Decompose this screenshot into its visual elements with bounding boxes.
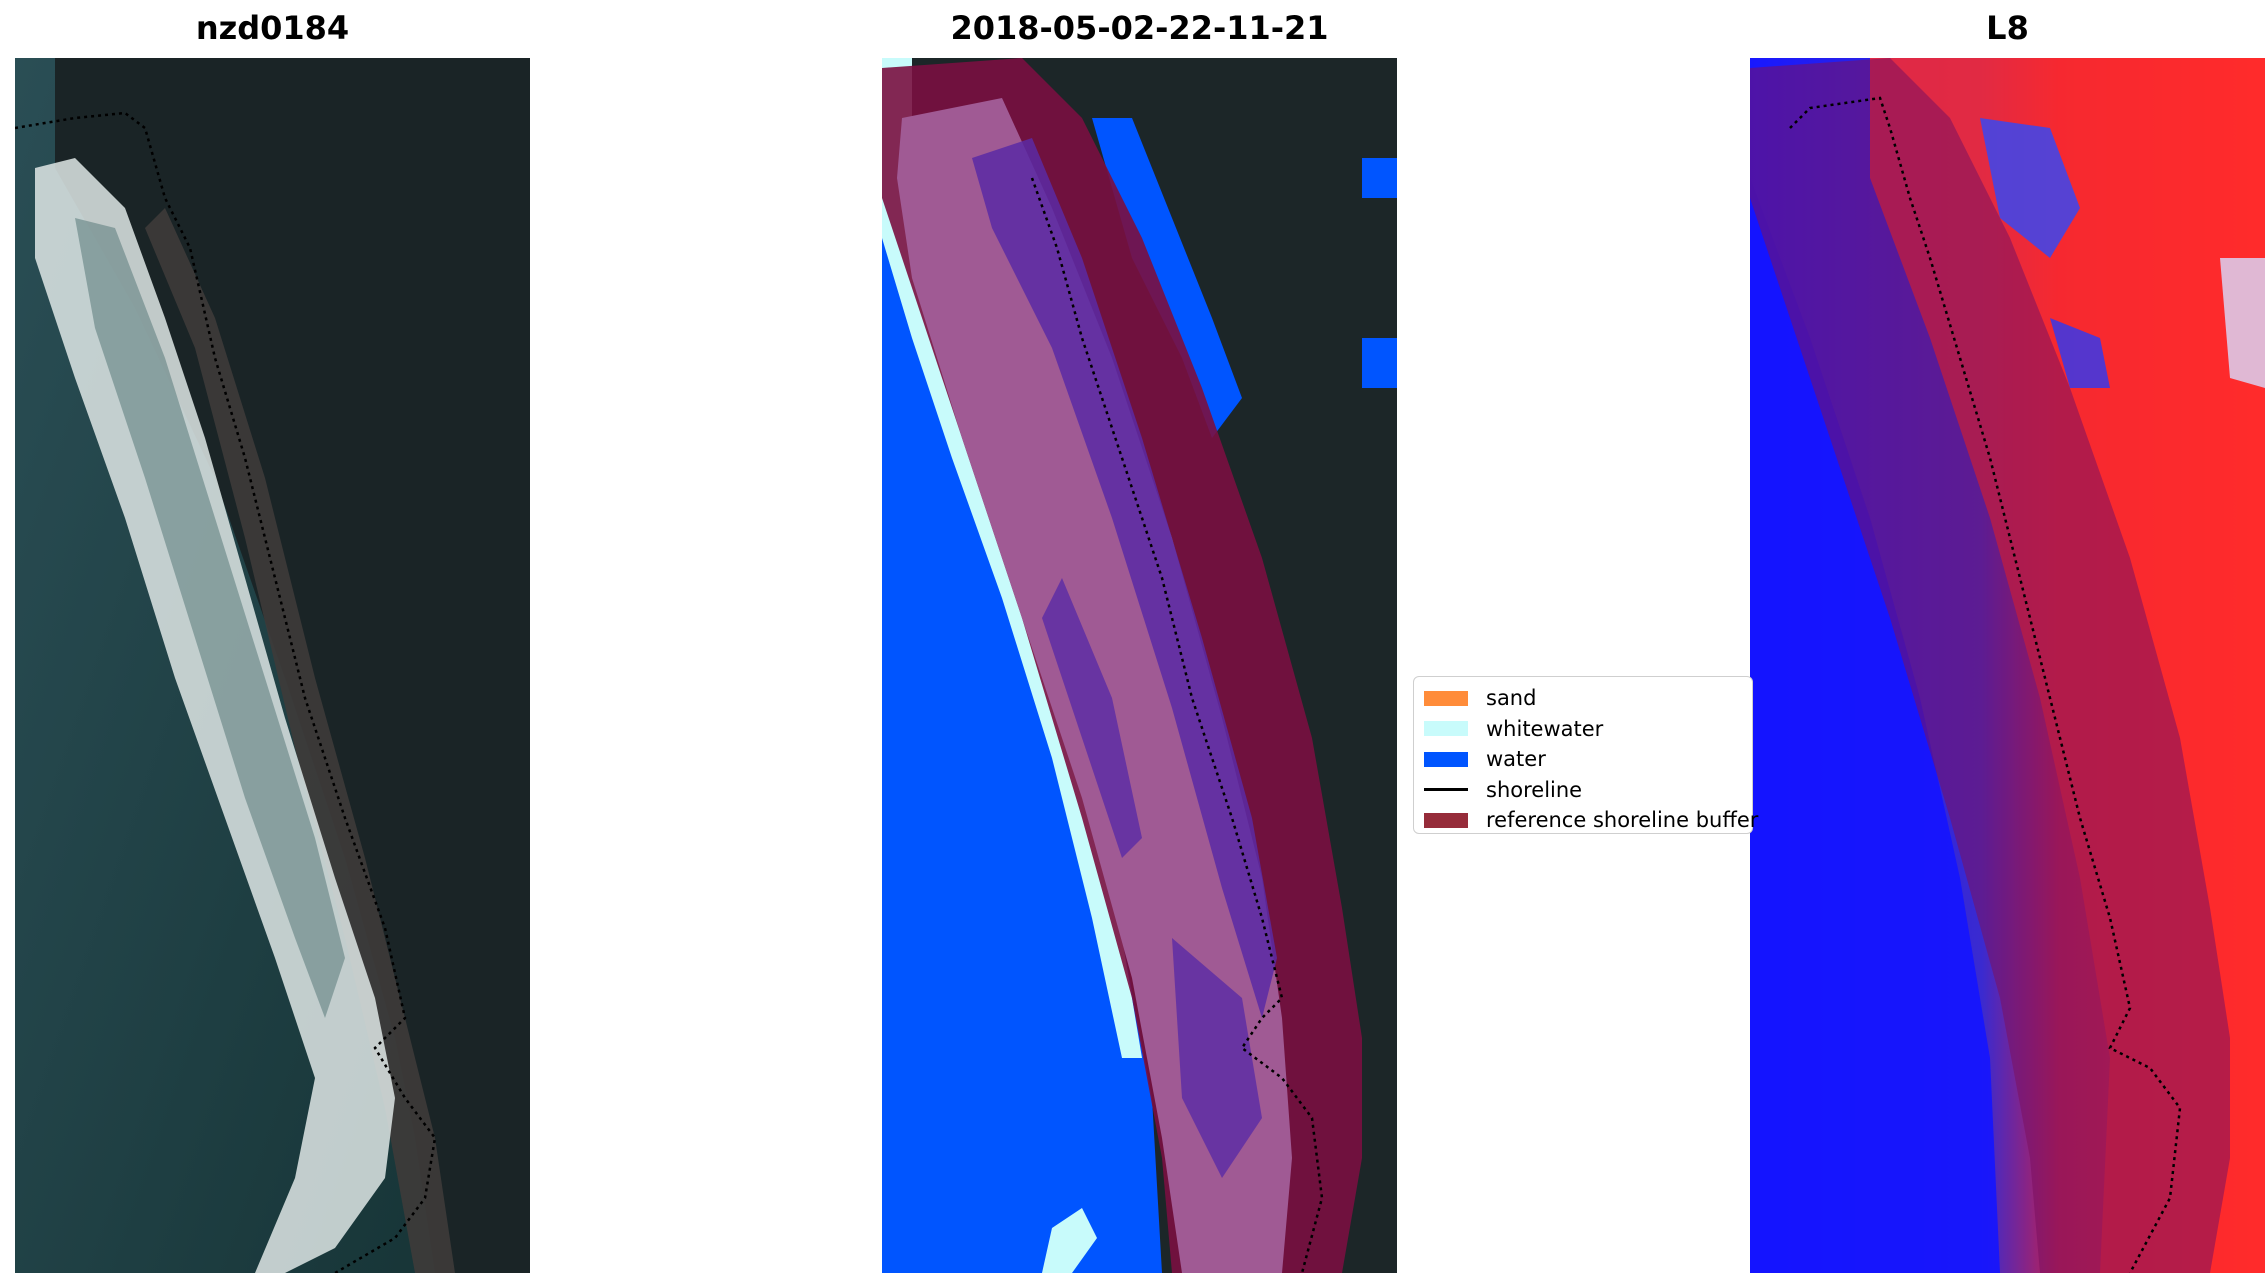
panel-title-classified: 2018-05-02-22-11-21 [950, 9, 1329, 47]
legend-label-reference-buffer: reference shoreline buffer [1486, 808, 1759, 833]
water-swatch [1424, 751, 1468, 767]
legend-item-water: water [1414, 744, 1752, 775]
legend-label-whitewater: whitewater [1486, 716, 1604, 741]
classified-image [882, 58, 1397, 1273]
panel-title-rgb: nzd0184 [195, 9, 350, 47]
shoreline-line-swatch [1424, 788, 1468, 792]
mndwi-image [1750, 58, 2265, 1273]
legend-item-sand: sand [1414, 683, 1752, 714]
sand-swatch [1424, 690, 1468, 706]
legend-item-reference-buffer: reference shoreline buffer [1414, 805, 1758, 836]
buffer-swatch [1424, 812, 1468, 828]
whitewater-swatch [1424, 721, 1468, 737]
legend-label-sand: sand [1486, 686, 1537, 711]
legend-label-shoreline: shoreline [1486, 777, 1583, 802]
legend: sand whitewater water shoreline referenc… [1413, 676, 1758, 836]
legend-item-whitewater: whitewater [1414, 714, 1752, 745]
legend-item-shoreline: shoreline [1414, 775, 1752, 806]
panel-title-mndwi: L8 [1986, 9, 2029, 47]
legend-label-water: water [1486, 747, 1546, 772]
rgb-satellite-image [15, 58, 530, 1273]
